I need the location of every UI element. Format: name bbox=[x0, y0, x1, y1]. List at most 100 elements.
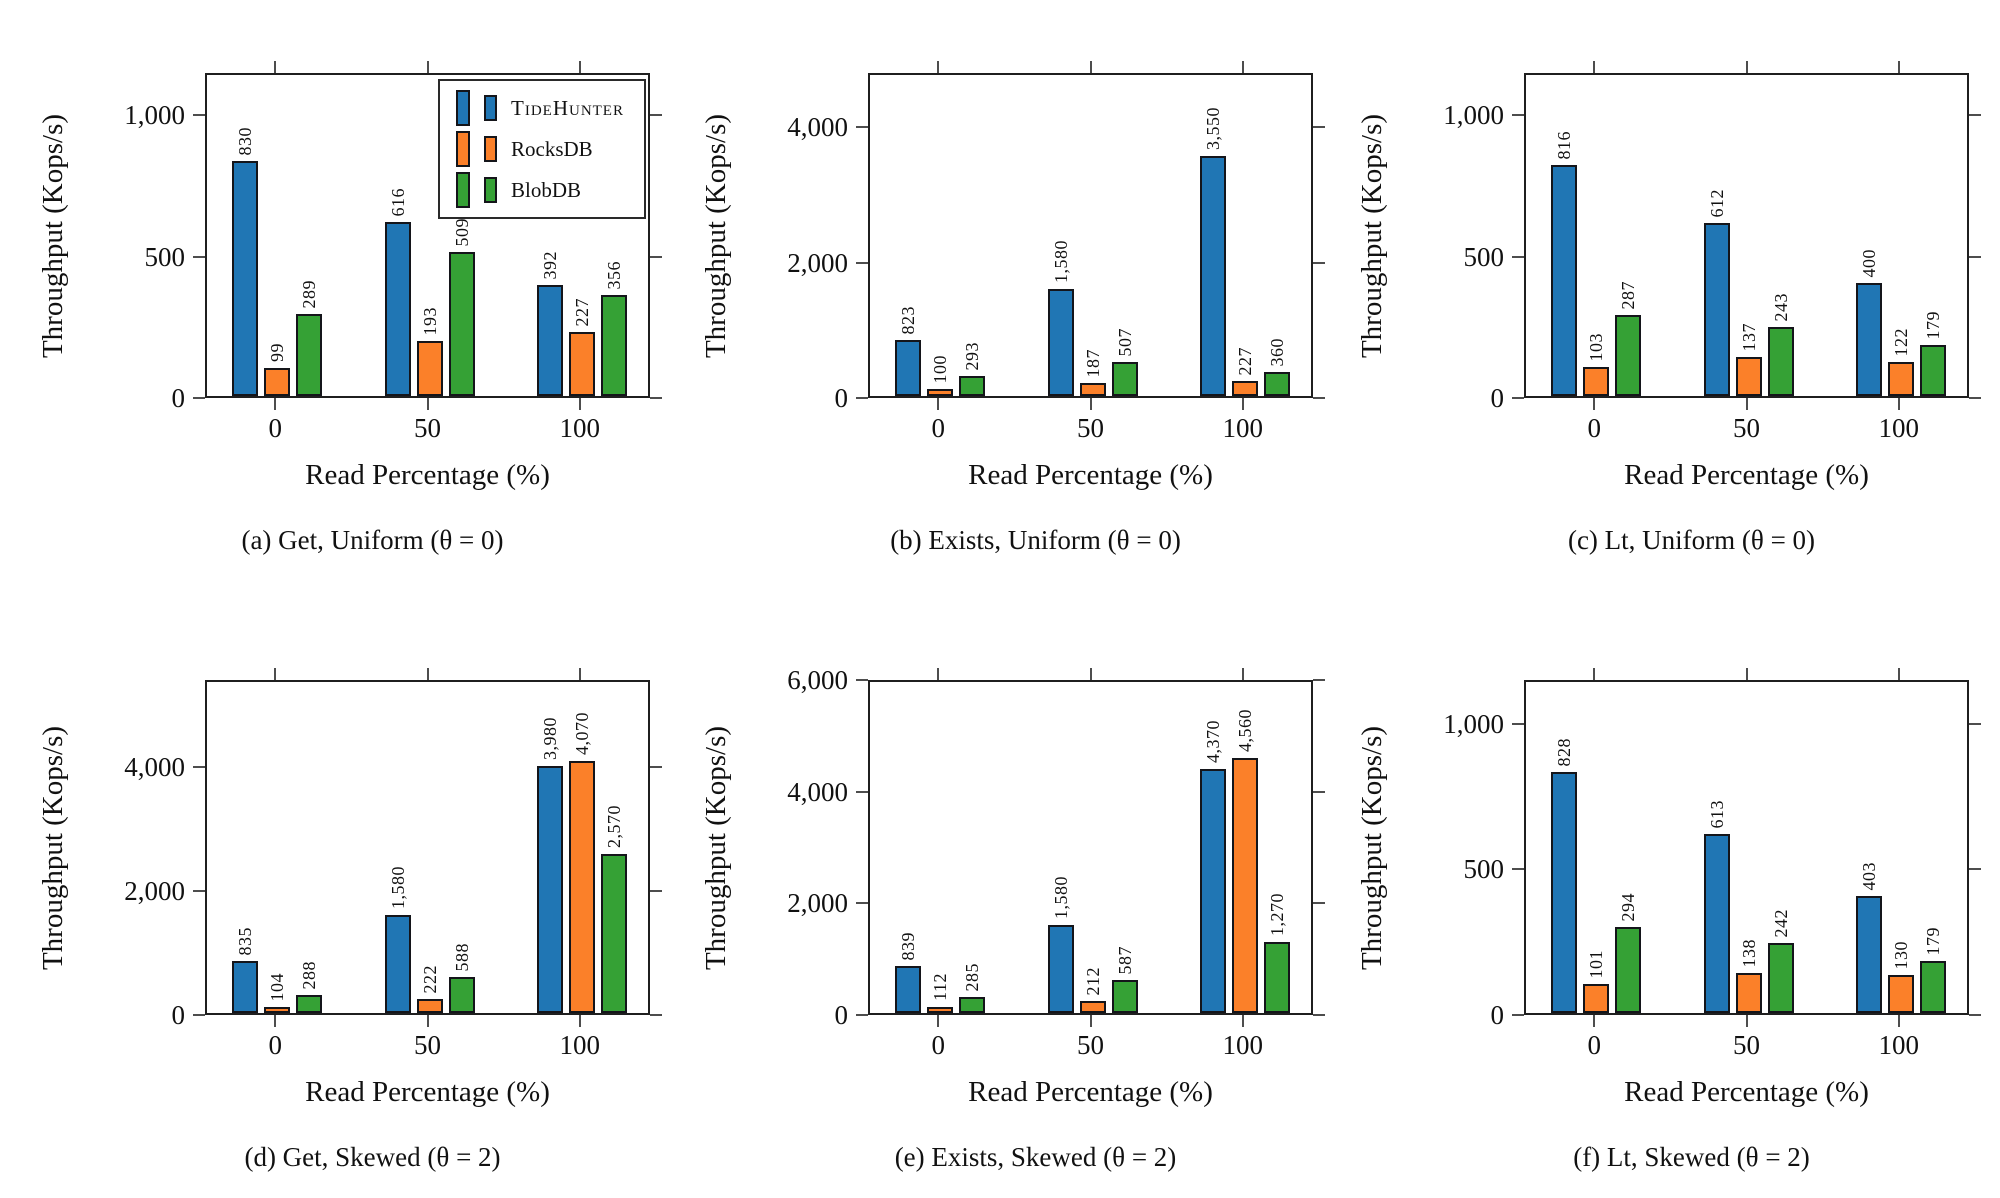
bar-value-label: 227 bbox=[571, 297, 592, 327]
bar-rocksdb bbox=[1079, 383, 1106, 396]
x-tick bbox=[426, 398, 429, 410]
plot-frame: 828 613 403 101 138 130 294 242 179 bbox=[1524, 680, 1969, 1015]
bar-tidehunter bbox=[1703, 834, 1730, 1013]
bar-value-label: 130 bbox=[1890, 940, 1911, 970]
legend-label: BlobDB bbox=[511, 177, 582, 202]
bar-value-label: 816 bbox=[1554, 130, 1575, 160]
bar-rocksdb bbox=[1887, 362, 1914, 396]
plot-frame: 830 616 392 99 193 227 289 509 356 TideHunter Rock… bbox=[205, 73, 650, 398]
y-tick-mirror bbox=[1969, 868, 1981, 871]
y-axis-title: Throughput (Kops/s) bbox=[1356, 113, 1388, 358]
legend-swatch-icon bbox=[456, 172, 470, 208]
bar-value-label: 3,980 bbox=[539, 717, 560, 760]
bar-blobdb bbox=[1615, 315, 1642, 396]
bar-rocksdb bbox=[1583, 984, 1610, 1013]
x-tick-label: 50 bbox=[1733, 1030, 1760, 1060]
bar-value-label: 212 bbox=[1082, 966, 1103, 996]
y-tick-label: 2,000 bbox=[124, 875, 185, 906]
y-tick-label: 0 bbox=[1490, 1000, 1505, 1030]
x-tick-label: 50 bbox=[414, 413, 441, 443]
y-tick-mirror bbox=[650, 114, 662, 117]
bar-rocksdb bbox=[416, 999, 443, 1013]
y-tick bbox=[193, 1014, 205, 1016]
bar-value-label: 4,370 bbox=[1202, 720, 1223, 763]
bar-tidehunter bbox=[1551, 772, 1578, 1013]
subcaption: (a) Get, Uniform (θ = 0) bbox=[241, 525, 504, 555]
bar-value-label: 356 bbox=[603, 260, 624, 290]
bar-value-label: 2,570 bbox=[603, 805, 624, 848]
x-tick-mirror bbox=[1745, 61, 1748, 73]
bar-value-label: 100 bbox=[930, 354, 951, 384]
y-tick-label: 4,000 bbox=[124, 751, 185, 782]
bar-value-label: 122 bbox=[1890, 327, 1911, 357]
y-tick-label: 500 bbox=[144, 241, 186, 272]
bar-value-label: 613 bbox=[1706, 799, 1727, 829]
y-tick-mirror bbox=[650, 1014, 662, 1016]
x-tick bbox=[1897, 398, 1900, 410]
x-tick-mirror bbox=[1089, 61, 1092, 73]
x-tick-mirror bbox=[426, 668, 429, 680]
x-tick bbox=[1089, 1015, 1092, 1027]
legend-swatch-icon bbox=[484, 136, 497, 162]
x-tick-mirror bbox=[1897, 668, 1900, 680]
x-tick bbox=[1745, 398, 1748, 410]
bar-tidehunter bbox=[384, 222, 411, 396]
x-tick-label: 50 bbox=[1077, 1030, 1104, 1060]
y-tick bbox=[856, 1014, 868, 1016]
x-axis-title: Read Percentage (%) bbox=[305, 459, 550, 491]
y-tick-mirror bbox=[1969, 1014, 1981, 1016]
bar-rocksdb bbox=[568, 332, 595, 396]
bar-value-label: 242 bbox=[1770, 908, 1791, 938]
bar-value-label: 294 bbox=[1618, 892, 1639, 922]
bar-rocksdb bbox=[1887, 975, 1914, 1013]
y-tick bbox=[1512, 868, 1524, 871]
x-tick-label: 100 bbox=[1222, 1030, 1263, 1060]
y-axis-title: Throughput (Kops/s) bbox=[37, 725, 69, 970]
y-tick bbox=[856, 679, 868, 681]
y-tick-mirror bbox=[1969, 397, 1981, 399]
y-tick-mirror bbox=[1313, 679, 1325, 681]
x-tick-label: 100 bbox=[559, 413, 600, 443]
bar-value-label: 828 bbox=[1554, 737, 1575, 767]
bar-value-label: 285 bbox=[962, 962, 983, 992]
bar-value-label: 1,580 bbox=[1050, 240, 1071, 283]
y-tick-label: 0 bbox=[171, 1000, 186, 1030]
x-tick-mirror bbox=[1241, 668, 1244, 680]
y-tick-mirror bbox=[1313, 261, 1325, 264]
y-tick-mirror bbox=[1313, 126, 1325, 129]
bar-tidehunter bbox=[1551, 165, 1578, 396]
plot-frame: 839 1,580 4,370 112 212 4,560 285 587 1,270 bbox=[868, 680, 1313, 1015]
y-tick bbox=[193, 397, 205, 399]
x-tick bbox=[578, 1015, 581, 1027]
x-tick bbox=[426, 1015, 429, 1027]
x-tick bbox=[1241, 1015, 1244, 1027]
legend-item-blobdb: BlobDB bbox=[448, 172, 636, 208]
legend-swatch-icon bbox=[484, 95, 497, 121]
y-axis-title: Throughput (Kops/s) bbox=[1356, 725, 1388, 970]
bar-tidehunter bbox=[1703, 223, 1730, 396]
bar-blobdb bbox=[1919, 345, 1946, 396]
subcaption: (f) Lt, Skewed (θ = 2) bbox=[1573, 1142, 1810, 1172]
bar-tidehunter bbox=[232, 961, 259, 1013]
bar-value-label: 823 bbox=[898, 305, 919, 335]
y-tick bbox=[1512, 722, 1524, 725]
x-tick-label: 0 bbox=[268, 1030, 283, 1060]
subcaption: (b) Exists, Uniform (θ = 0) bbox=[890, 525, 1181, 555]
legend-swatch-icon bbox=[456, 90, 470, 126]
x-tick bbox=[1089, 398, 1092, 410]
bar-blobdb bbox=[296, 314, 323, 396]
plot-frame: 835 1,580 3,980 104 222 4,070 288 588 2,570 bbox=[205, 680, 650, 1015]
x-tick-mirror bbox=[1593, 668, 1596, 680]
plot-frame: 823 1,580 3,550 100 187 227 293 507 360 bbox=[868, 73, 1313, 398]
x-tick-label: 0 bbox=[1587, 413, 1602, 443]
x-tick-mirror bbox=[1745, 668, 1748, 680]
y-tick bbox=[856, 126, 868, 129]
y-tick bbox=[856, 902, 868, 905]
bar-value-label: 4,070 bbox=[571, 712, 592, 755]
bar-tidehunter bbox=[1047, 289, 1074, 396]
bar-value-label: 830 bbox=[235, 126, 256, 156]
y-tick-mirror bbox=[1313, 790, 1325, 793]
y-tick bbox=[856, 261, 868, 264]
x-tick bbox=[1593, 398, 1596, 410]
bar-blobdb bbox=[959, 997, 986, 1013]
